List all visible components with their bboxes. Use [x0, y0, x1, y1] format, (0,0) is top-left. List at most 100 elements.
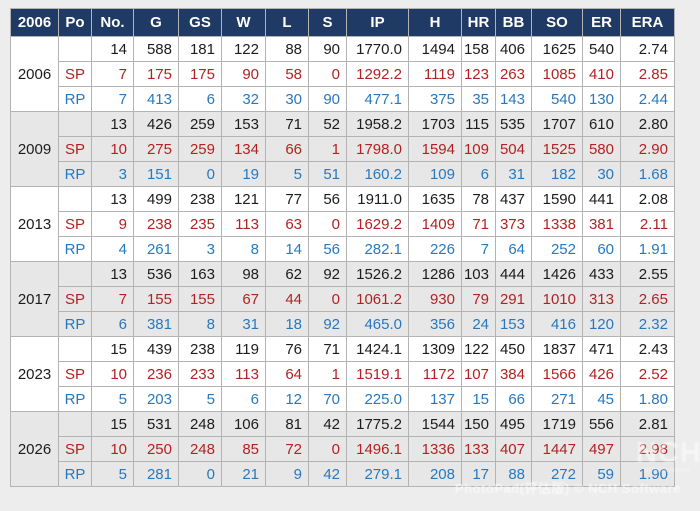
stat-row-2006-total: 2006 14 588 181 122 88 90 1770.0 1494 158 406 1625 5…: [10, 36, 675, 112]
stat-row-2023-RP: RP 5 203 5 6 12 70 225.0 137 15 66 271 45 1.80: [11, 386, 675, 412]
stat-cell: 42: [308, 461, 347, 487]
stat-cell: 18: [265, 311, 309, 337]
stat-row-2009-SP: SP 10 275 259 134 66 1 1798.0 1594 109 504 1525 580 2…: [11, 136, 675, 162]
stat-cell: 90: [308, 86, 347, 112]
stat-cell: 32: [221, 86, 266, 112]
stat-cell: 60: [582, 236, 621, 262]
stat-cell: 410: [582, 61, 621, 87]
stat-cell: 930: [408, 286, 462, 312]
stat-cell: 441: [582, 186, 621, 212]
stat-cell: 2.52: [620, 361, 675, 387]
stat-cell: 1426: [531, 261, 583, 287]
stat-cell: 233: [178, 361, 222, 387]
po-label: SP: [58, 436, 92, 462]
stat-cell: 7: [91, 61, 134, 87]
stat-cell: 30: [265, 86, 309, 112]
stat-cell: 250: [133, 436, 179, 462]
col-header-g: G: [133, 8, 179, 37]
stat-cell: 2.43: [620, 336, 675, 362]
stat-cell: 416: [531, 311, 583, 337]
stat-cell: 313: [582, 286, 621, 312]
stat-row-2017-SP: SP 7 155 155 67 44 0 1061.2 930 79 291 1010 313 2.65: [11, 286, 675, 312]
stat-cell: 356: [408, 311, 462, 337]
stat-cell: 150: [461, 411, 496, 437]
stat-cell: 1519.1: [346, 361, 409, 387]
stat-cell: 406: [495, 36, 532, 62]
stat-cell: 2.81: [620, 411, 675, 437]
stat-cell: 31: [221, 311, 266, 337]
stat-cell: 98: [221, 261, 266, 287]
stat-cell: 122: [221, 36, 266, 62]
stat-cell: 137: [408, 386, 462, 412]
stat-row-2023-total: 2023 15 439 238 119 76 71 1424.1 1309 122 450 1837 4…: [10, 336, 675, 412]
stat-cell: 2.80: [620, 111, 675, 137]
po-label: RP: [58, 161, 92, 187]
stat-cell: 259: [178, 111, 222, 137]
col-header-no: No.: [91, 8, 134, 37]
col-header-h: H: [408, 8, 462, 37]
stat-cell: 88: [265, 36, 309, 62]
po-label: SP: [58, 211, 92, 237]
stat-cell: 1010: [531, 286, 583, 312]
stat-cell: 122: [461, 336, 496, 362]
stat-cell: 8: [178, 311, 222, 337]
stat-cell: 30: [582, 161, 621, 187]
stat-cell: 497: [582, 436, 621, 462]
table-header-row: 2006 Po No. G GS W L S IP H HR BB SO ER ERA: [10, 8, 675, 37]
stat-cell: 13: [91, 261, 134, 287]
stat-cell: 155: [133, 286, 179, 312]
stat-cell: 123: [461, 61, 496, 87]
stat-cell: 58: [265, 61, 309, 87]
stat-cell: 119: [221, 336, 266, 362]
stat-cell: 1409: [408, 211, 462, 237]
stat-cell: 407: [495, 436, 532, 462]
stat-cell: 6: [91, 311, 134, 337]
stat-cell: 495: [495, 411, 532, 437]
stat-cell: 1566: [531, 361, 583, 387]
stat-cell: 77: [265, 186, 309, 212]
year-label: 2006: [10, 36, 59, 112]
col-header-2006: 2006: [10, 8, 59, 37]
stat-cell: 2.55: [620, 261, 675, 287]
stat-cell: 291: [495, 286, 532, 312]
stat-cell: 1.80: [620, 386, 675, 412]
stat-cell: 59: [582, 461, 621, 487]
stat-cell: 580: [582, 136, 621, 162]
po-label: SP: [58, 361, 92, 387]
stat-cell: 275: [133, 136, 179, 162]
po-label: RP: [58, 386, 92, 412]
stat-cell: 1958.2: [346, 111, 409, 137]
stat-cell: 1719: [531, 411, 583, 437]
po-label: [58, 111, 92, 137]
po-label: [58, 261, 92, 287]
stat-cell: 155: [178, 286, 222, 312]
stat-row-2009-total: 2009 13 426 259 153 71 52 1958.2 1703 115 535 1707 6…: [10, 111, 675, 187]
stat-cell: 10: [91, 136, 134, 162]
po-label: [58, 336, 92, 362]
stat-cell: 17: [461, 461, 496, 487]
stat-cell: 182: [531, 161, 583, 187]
stat-cell: 1292.2: [346, 61, 409, 87]
po-label: SP: [58, 286, 92, 312]
year-label: 2009: [10, 111, 59, 187]
stat-cell: 88: [495, 461, 532, 487]
stat-cell: 279.1: [346, 461, 409, 487]
col-header-w: W: [221, 8, 266, 37]
stat-cell: 1172: [408, 361, 462, 387]
stat-row-2006-RP: RP 7 413 6 32 30 90 477.1 375 35 143 540 130 2.44: [11, 86, 675, 112]
stat-cell: 121: [221, 186, 266, 212]
stat-cell: 263: [495, 61, 532, 87]
stat-cell: 375: [408, 86, 462, 112]
stat-cell: 1707: [531, 111, 583, 137]
stat-cell: 42: [308, 411, 347, 437]
col-header-s: S: [308, 8, 347, 37]
stat-cell: 160.2: [346, 161, 409, 187]
stat-cell: 9: [91, 211, 134, 237]
stat-cell: 0: [178, 461, 222, 487]
stat-row-2023-SP: SP 10 236 233 113 64 1 1519.1 1172 107 384 1566 426 2…: [11, 361, 675, 387]
stat-cell: 1424.1: [346, 336, 409, 362]
col-header-bb: BB: [495, 8, 532, 37]
stat-cell: 540: [531, 86, 583, 112]
col-header-er: ER: [582, 8, 621, 37]
stat-cell: 610: [582, 111, 621, 137]
